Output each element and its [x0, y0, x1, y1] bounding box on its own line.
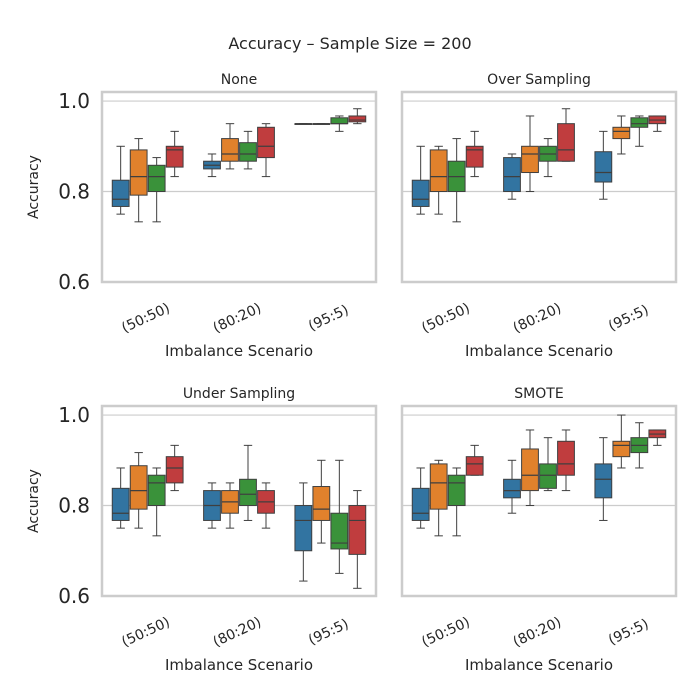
x-axis-label: Imbalance Scenario: [165, 656, 313, 674]
subplot-grid: None 0.6 0.8 1.0 Accuracy (50:50) (80:20) (95:5…: [26, 72, 678, 674]
box-group-50-50: [411, 130, 484, 223]
box-group-50-50: [111, 130, 184, 223]
box-iqr: [521, 448, 539, 492]
y-tick-label: 1.0: [58, 403, 90, 427]
box-iqr: [221, 138, 239, 162]
box-iqr: [239, 478, 257, 507]
y-tick-label: 0.6: [58, 584, 90, 608]
x-tick-label: (50:50): [419, 300, 472, 336]
box-iqr: [503, 157, 521, 193]
box-iqr: [429, 149, 448, 193]
box-group-80-20: [503, 429, 575, 514]
box-iqr: [557, 123, 575, 162]
box-group-95-5: [594, 414, 667, 521]
box-group-80-20: [503, 108, 575, 200]
x-tick-label: (95:5): [306, 302, 351, 334]
x-tick-label: (80:20): [511, 614, 564, 650]
box-iqr: [294, 505, 313, 552]
box-group-80-20: [203, 123, 275, 178]
subplot-title: None: [221, 72, 258, 88]
box-iqr: [411, 487, 430, 521]
subplot-over-sampling: Over Sampling (50:50) (80:20) (95:5) Imbalan…: [400, 72, 678, 360]
box-iqr: [257, 126, 275, 159]
box-iqr: [411, 179, 430, 207]
box-group-95-5: [594, 115, 667, 200]
y-tick-label: 0.6: [58, 270, 90, 294]
box-iqr: [539, 463, 557, 489]
axes-frame: [400, 404, 678, 598]
subplot-none: None 0.6 0.8 1.0 Accuracy (50:50) (80:20) (95:5…: [26, 72, 378, 360]
box-iqr: [312, 486, 331, 521]
box-iqr: [129, 149, 148, 196]
box-iqr: [594, 463, 613, 499]
box-group-50-50: [111, 444, 184, 537]
box-group-95-5: [294, 108, 367, 132]
box-iqr: [165, 456, 184, 484]
y-axis-label: Accuracy: [26, 155, 42, 219]
y-tick-label: 1.0: [58, 89, 90, 113]
box-iqr: [111, 179, 130, 207]
box-iqr: [594, 151, 613, 183]
box-iqr: [447, 474, 466, 507]
x-tick-label: (95:5): [606, 616, 651, 648]
box-iqr: [348, 115, 367, 123]
box-group-95-5: [294, 459, 367, 589]
x-tick-label: (50:50): [119, 300, 172, 336]
box-iqr: [612, 440, 631, 458]
y-tick-label: 0.8: [58, 494, 90, 518]
y-axis-label: Accuracy: [26, 469, 42, 533]
box-group-50-50: [411, 444, 484, 537]
box-iqr: [348, 505, 367, 555]
x-tick-label: (95:5): [606, 302, 651, 334]
box-iqr: [147, 164, 166, 193]
box-iqr: [147, 474, 166, 507]
box-iqr: [330, 512, 349, 550]
x-tick-label: (80:20): [511, 300, 564, 336]
subplot-title: Over Sampling: [487, 72, 591, 88]
axes-frame: [400, 90, 678, 284]
x-tick-label: (80:20): [211, 300, 264, 336]
box-iqr: [557, 440, 575, 476]
x-tick-label: (50:50): [119, 614, 172, 650]
x-axis-label: Imbalance Scenario: [465, 656, 613, 674]
subplot-title: SMOTE: [514, 386, 563, 402]
box-group-80-20: [203, 444, 275, 529]
figure-suptitle: Accuracy – Sample Size = 200: [228, 34, 471, 53]
box-iqr: [239, 142, 257, 162]
box-iqr: [465, 456, 484, 476]
box-iqr: [612, 126, 631, 140]
y-tick-label: 0.8: [58, 180, 90, 204]
box-iqr: [503, 478, 521, 499]
subplot-title: Under Sampling: [183, 386, 295, 402]
axes-frame: [100, 90, 378, 284]
box-iqr: [521, 145, 539, 174]
box-iqr: [429, 463, 448, 510]
box-iqr: [111, 487, 130, 521]
box-iqr: [465, 145, 484, 168]
x-axis-label: Imbalance Scenario: [165, 342, 313, 360]
box-iqr: [129, 465, 148, 510]
box-iqr: [165, 145, 184, 168]
axes-frame: [100, 404, 378, 598]
box-iqr: [630, 117, 649, 128]
subplot-smote: SMOTE (50:50) (80:20) (95:5) Imbalance Scena…: [400, 386, 678, 674]
x-axis-label: Imbalance Scenario: [465, 342, 613, 360]
box-iqr: [330, 117, 349, 125]
subplot-under-sampling: Under Sampling 0.6 0.8 1.0 Accuracy (50:50) (8…: [26, 386, 378, 674]
x-tick-label: (80:20): [211, 614, 264, 650]
x-tick-label: (95:5): [306, 616, 351, 648]
x-tick-label: (50:50): [419, 614, 472, 650]
